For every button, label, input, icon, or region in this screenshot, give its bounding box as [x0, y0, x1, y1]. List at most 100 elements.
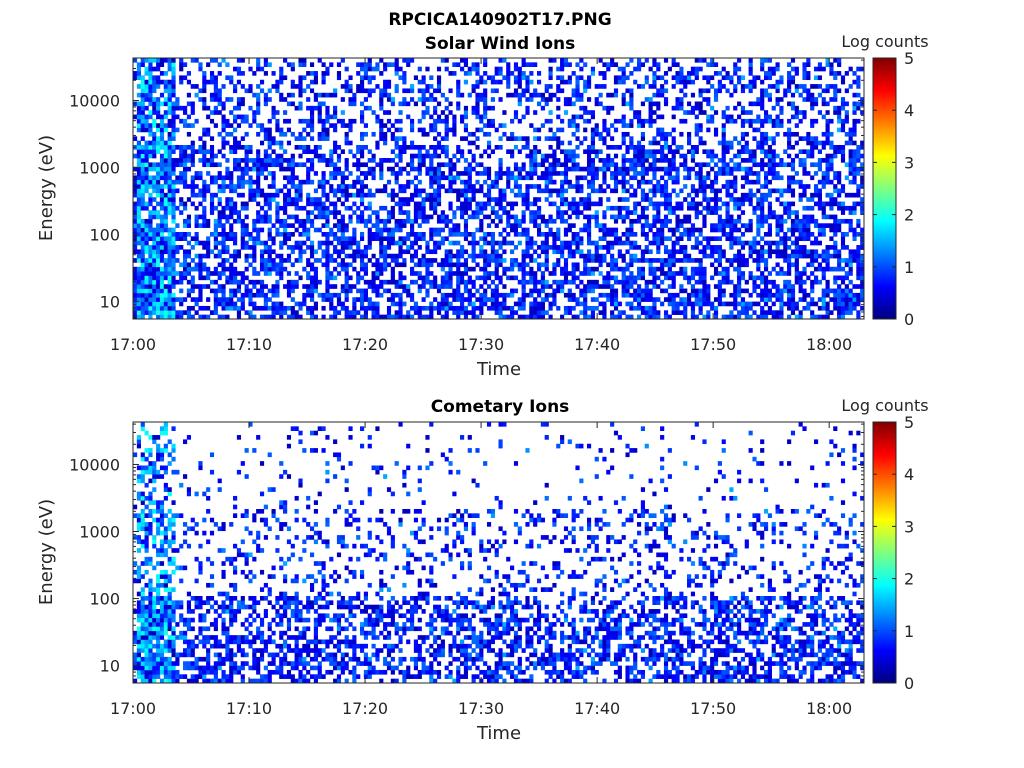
heatmap-cell	[371, 175, 376, 181]
heatmap-cell	[752, 118, 757, 124]
heatmap-cell	[152, 301, 157, 307]
heatmap-cell	[529, 175, 534, 181]
heatmap-cell	[352, 253, 357, 259]
heatmap-cell	[610, 245, 615, 250]
heatmap-cell	[344, 236, 349, 241]
heatmap-cell	[410, 253, 415, 259]
heatmap-cell	[286, 166, 292, 172]
heatmap-cell	[471, 279, 476, 285]
heatmap-cell	[783, 284, 788, 289]
heatmap-cell	[186, 288, 192, 294]
heatmap-cell	[444, 305, 449, 311]
heatmap-cell	[694, 297, 699, 302]
heatmap-cell	[806, 275, 811, 281]
heatmap-cell	[687, 236, 692, 241]
heatmap-cell	[144, 284, 149, 289]
heatmap-cell	[136, 123, 141, 128]
heatmap-cell	[417, 271, 422, 276]
heatmap-cell	[644, 288, 649, 294]
heatmap-cell	[290, 223, 295, 228]
heatmap-cell	[756, 188, 761, 194]
heatmap-cell	[306, 118, 311, 124]
heatmap-cell	[163, 240, 168, 246]
heatmap-cell	[163, 162, 168, 168]
heatmap-cell	[371, 131, 376, 137]
heatmap-cell	[306, 258, 311, 263]
heatmap-cell	[602, 136, 607, 141]
heatmap-cell	[787, 305, 792, 311]
heatmap-cell	[640, 205, 645, 211]
heatmap-cell	[386, 214, 392, 220]
heatmap-cell	[729, 292, 734, 298]
heatmap-cell	[179, 145, 184, 150]
heatmap-cell	[640, 192, 645, 198]
heatmap-cell	[209, 279, 215, 285]
heatmap-cell	[156, 253, 161, 259]
heatmap-cell	[417, 262, 422, 268]
heatmap-cell	[136, 227, 141, 233]
heatmap-cell	[502, 258, 507, 263]
heatmap-cell	[833, 214, 838, 220]
heatmap-cell	[802, 205, 807, 211]
heatmap-cell	[590, 266, 595, 272]
heatmap-cell	[586, 249, 592, 255]
heatmap-cell	[152, 253, 157, 259]
heatmap-cell	[571, 275, 576, 281]
heatmap-cell	[540, 175, 545, 181]
heatmap-cell	[217, 175, 222, 181]
heatmap-cell	[159, 201, 165, 207]
heatmap-cell	[309, 162, 315, 168]
heatmap-cell	[333, 292, 338, 298]
heatmap-cell	[556, 140, 561, 146]
heatmap-cell	[286, 232, 292, 237]
heatmap-cell	[140, 275, 145, 281]
heatmap-cell	[767, 210, 772, 215]
heatmap-cell	[517, 188, 522, 194]
heatmap-cell	[198, 201, 203, 207]
heatmap-cell	[794, 179, 799, 185]
heatmap-cell	[190, 140, 195, 146]
heatmap-cell	[267, 162, 272, 168]
heatmap-cell	[771, 158, 776, 163]
heatmap-cell	[675, 301, 680, 307]
heatmap-cell	[206, 236, 211, 241]
heatmap-cell	[598, 158, 603, 163]
heatmap-cell	[436, 288, 442, 294]
heatmap-cell	[379, 284, 384, 289]
heatmap-cell	[856, 223, 861, 228]
heatmap-cell	[367, 214, 372, 220]
heatmap-cell	[371, 279, 376, 285]
heatmap-cell	[533, 162, 538, 168]
heatmap-cell	[152, 197, 157, 202]
heatmap-cell	[475, 210, 480, 215]
heatmap-cell	[398, 149, 403, 154]
heatmap-cell	[848, 192, 853, 198]
heatmap-cell	[783, 271, 788, 276]
heatmap-cell	[602, 223, 607, 228]
heatmap-cell	[383, 227, 388, 233]
heatmap-cell	[429, 301, 434, 307]
heatmap-cell	[471, 245, 476, 250]
heatmap-cell	[244, 214, 249, 220]
heatmap-cell	[498, 192, 503, 198]
heatmap-cell	[517, 305, 522, 311]
heatmap-cell	[633, 253, 638, 259]
heatmap-cell	[202, 153, 207, 159]
heatmap-cell	[744, 158, 749, 163]
heatmap-cell	[617, 197, 622, 202]
heatmap-cell	[152, 162, 157, 168]
heatmap-cell	[556, 127, 561, 133]
heatmap-cell	[313, 153, 318, 159]
heatmap-cell	[294, 240, 299, 246]
heatmap-cell	[513, 245, 519, 250]
heatmap-cell	[229, 188, 234, 194]
heatmap-cell	[667, 145, 672, 150]
heatmap-cell	[406, 310, 411, 315]
heatmap-cell	[613, 205, 619, 211]
heatmap-cell	[271, 292, 276, 298]
heatmap-cell	[183, 175, 188, 181]
heatmap-cell	[348, 288, 353, 294]
heatmap-cell	[583, 310, 588, 315]
heatmap-cell	[660, 271, 665, 276]
heatmap-cell	[560, 201, 565, 207]
